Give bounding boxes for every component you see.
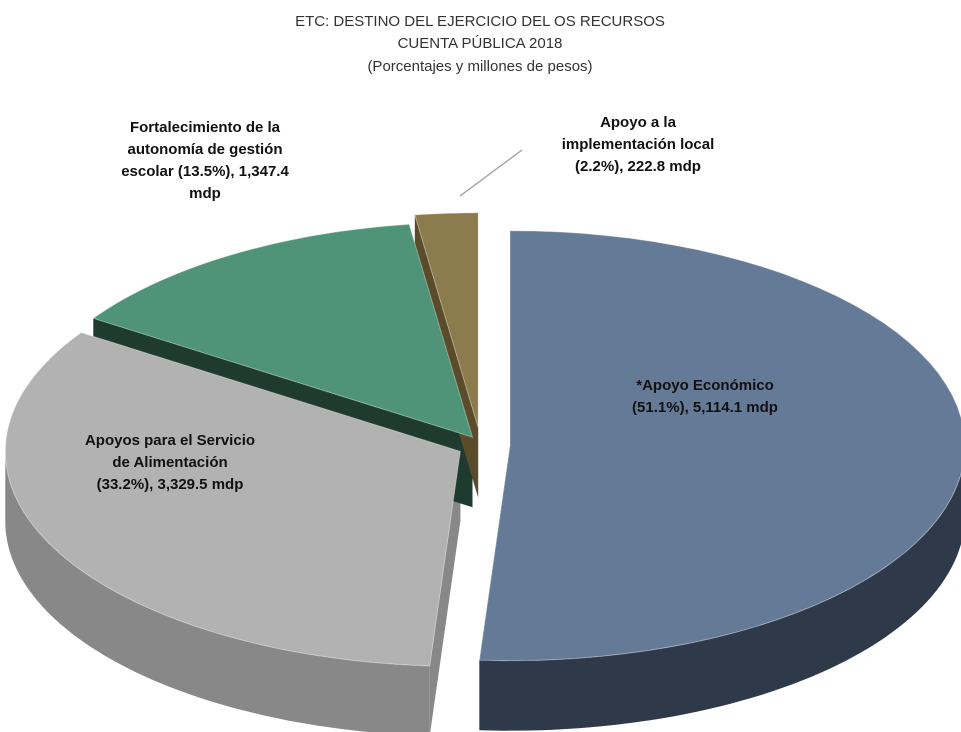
- chart-title: ETC: DESTINO DEL EJERCICIO DEL OS RECURS…: [295, 13, 665, 30]
- slice-side: [479, 474, 961, 731]
- chart-title: CUENTA PÚBLICA 2018: [398, 35, 563, 52]
- data-label: Fortalecimiento de la: [130, 119, 281, 136]
- slice-top: [478, 230, 961, 662]
- data-label: autonomía de gestión: [127, 141, 282, 158]
- data-label: (2.2%), 222.8 mdp: [575, 158, 701, 175]
- data-label: escolar (13.5%), 1,347.4: [121, 163, 289, 180]
- data-label: (51.1%), 5,114.1 mdp: [632, 399, 778, 416]
- data-label: (33.2%), 3,329.5 mdp: [97, 476, 244, 493]
- data-label: Apoyos para el Servicio: [85, 432, 255, 449]
- slice-side: [5, 451, 430, 732]
- slice-top: [4, 332, 461, 667]
- slice-wall: [429, 451, 461, 732]
- data-label: mdp: [189, 185, 221, 202]
- data-label: *Apoyo Económico: [636, 377, 774, 394]
- slice-top: [92, 223, 474, 438]
- leader-line: [459, 149, 523, 197]
- chart-subtitle: (Porcentajes y millones de pesos): [367, 58, 592, 75]
- data-label: de Alimentación: [112, 454, 227, 471]
- data-label: Apoyo a la: [600, 114, 677, 131]
- data-label: implementación local: [562, 136, 715, 153]
- slice-top: [414, 212, 479, 428]
